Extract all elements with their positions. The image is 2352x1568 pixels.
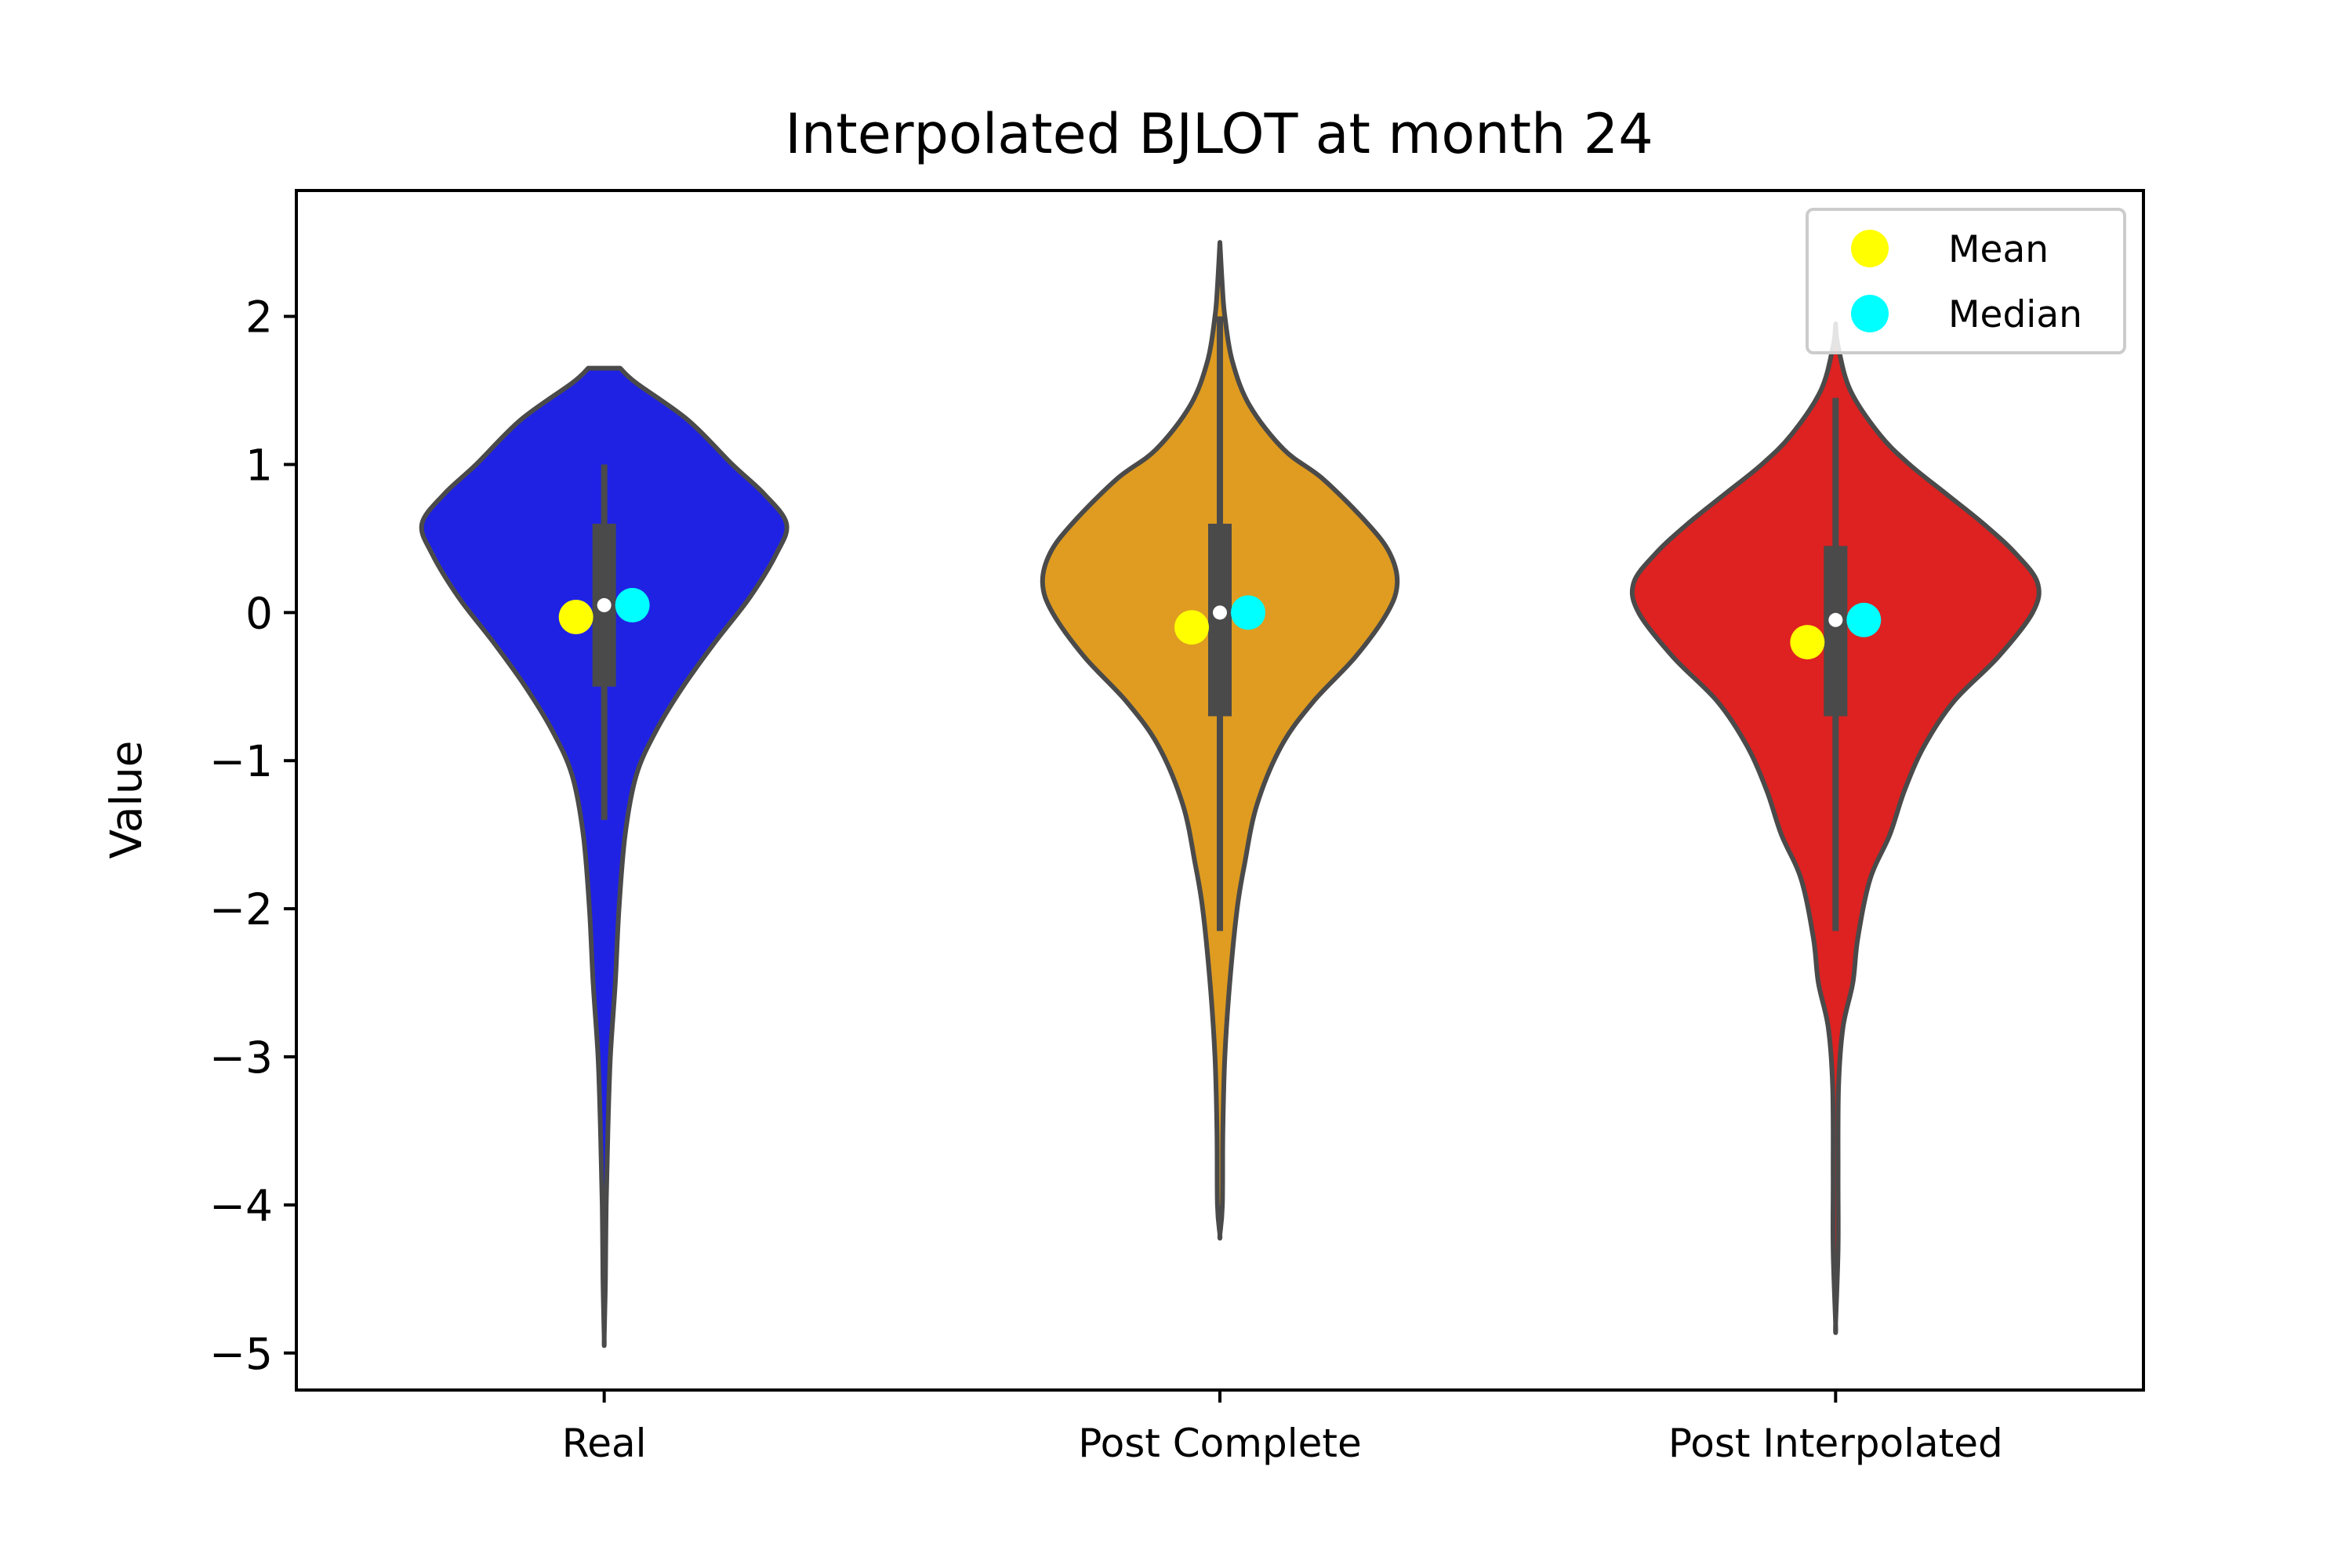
y-tick-label: −3 (209, 1033, 273, 1083)
violin-real (419, 365, 789, 1348)
iqr-box (1208, 524, 1232, 717)
y-tick-label: −2 (209, 884, 273, 935)
plot-area (419, 240, 2042, 1348)
median-dot (597, 597, 612, 612)
y-axis-label: Value (101, 740, 151, 858)
mean-marker (558, 600, 593, 634)
legend-marker-median (1851, 295, 1889, 332)
legend-marker-mean (1851, 230, 1889, 267)
y-tick-label: −1 (209, 736, 273, 786)
x-tick-label: Post Interpolated (1668, 1421, 2003, 1466)
legend-label: Median (1948, 293, 2082, 336)
y-tick-label: −5 (209, 1329, 273, 1379)
x-tick-label: Real (562, 1421, 647, 1466)
y-tick-label: −4 (209, 1181, 273, 1231)
median-marker (1846, 602, 1882, 637)
x-tick-label: Post Complete (1078, 1421, 1361, 1466)
iqr-box (1824, 546, 1848, 717)
y-tick-label: 0 (245, 588, 273, 638)
y-tick-label: 2 (245, 292, 273, 343)
y-tick-label: 1 (245, 440, 273, 490)
mean-marker (1790, 625, 1825, 660)
median-marker (615, 587, 650, 622)
legend-label: Mean (1948, 228, 2049, 271)
median-dot (1828, 612, 1843, 627)
chart-title: Interpolated BJLOT at month 24 (785, 102, 1653, 166)
median-marker (1231, 595, 1265, 630)
axes: 2 1 0 −1 −2 −3 −4 −5 Real Post Complete Post Inter… (209, 292, 2003, 1466)
legend: Mean Median (1806, 208, 2126, 354)
mean-marker (1174, 610, 1209, 645)
median-dot (1213, 605, 1227, 620)
